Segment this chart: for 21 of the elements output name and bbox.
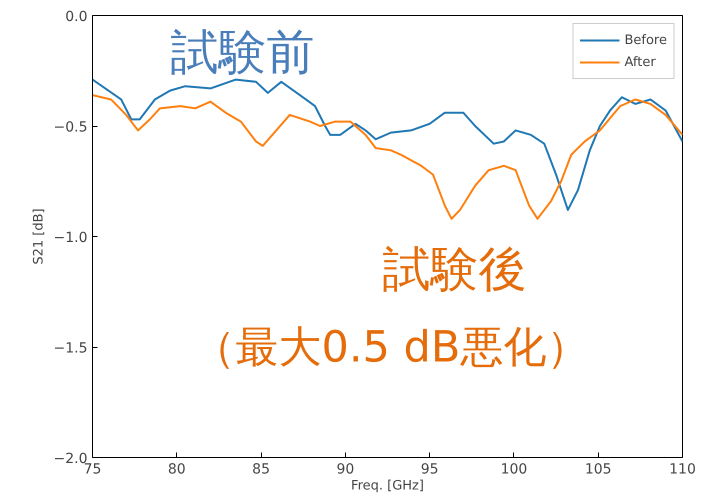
y-tick-label: −1.0 [54, 230, 88, 246]
x-tick-label: 95 [420, 462, 439, 478]
annotation: （最大0.5 dB悪化） [192, 322, 590, 372]
legend-label: Before [624, 32, 667, 48]
x-tick-label: 85 [252, 462, 270, 478]
line-series [92, 94, 682, 220]
x-tick-label: 80 [168, 462, 186, 478]
y-tick-label: −0.5 [54, 120, 88, 136]
x-tick-label: 110 [669, 462, 696, 478]
y-tick-label: −2.0 [54, 451, 88, 467]
y-tick-label: 0.0 [65, 9, 88, 25]
y-tick-label: −1.5 [54, 340, 88, 356]
legend-label: After [624, 54, 656, 70]
x-tick-label: 100 [500, 462, 528, 478]
line-series [92, 78, 682, 211]
x-tick-label: 105 [584, 462, 612, 478]
y-axis-title: S21 [dB] [32, 208, 47, 265]
x-tick-label: 90 [336, 462, 354, 478]
annotation: 試験後 [382, 242, 526, 298]
annotation: 試験前 [170, 24, 314, 80]
x-axis-title: Freq. [GHz] [351, 478, 424, 494]
